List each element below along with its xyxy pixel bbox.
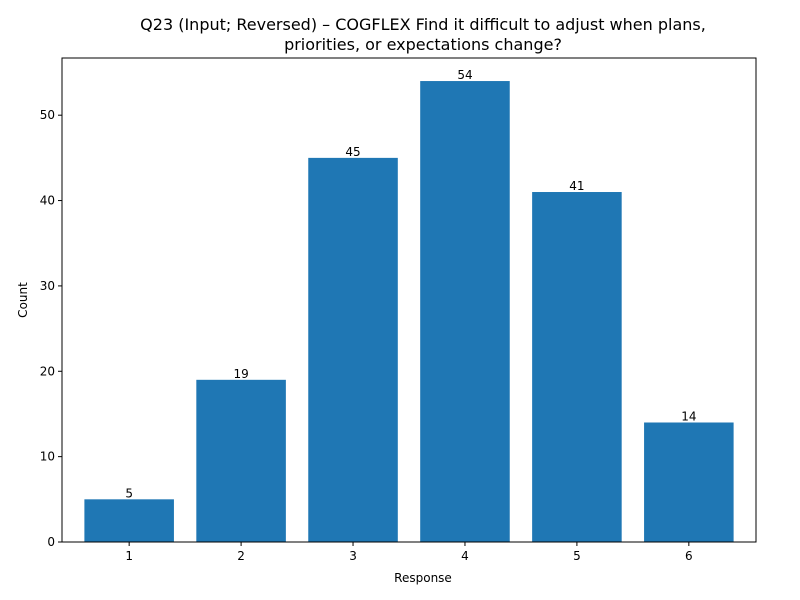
bar-4	[420, 81, 510, 543]
x-tick-label-3: 3	[349, 549, 357, 563]
x-tick-label-2: 2	[237, 549, 245, 563]
plot-frame	[61, 57, 757, 543]
y-tick-label-0: 0	[47, 535, 55, 549]
bar-1	[84, 499, 174, 542]
data-label-6: 14	[681, 409, 696, 423]
data-labels-group: 5 19 45 54 41 14	[125, 68, 696, 500]
data-label-2: 19	[233, 367, 248, 381]
x-tick-label-4: 4	[461, 549, 469, 563]
x-tick-label-1: 1	[125, 549, 133, 563]
bar-6	[644, 422, 734, 542]
y-tick-label-10: 10	[40, 450, 55, 464]
data-label-4: 54	[457, 68, 472, 82]
y-axis-ticks: 0 10 20 30 40 50	[40, 108, 62, 549]
chart-title-line-1: Q23 (Input; Reversed) – COGFLEX Find it …	[140, 15, 706, 34]
data-label-5: 41	[569, 179, 584, 193]
data-label-3: 45	[345, 145, 360, 159]
y-tick-label-50: 50	[40, 108, 55, 122]
bar-2	[196, 379, 286, 542]
chart-title-line-2: priorities, or expectations change?	[284, 35, 562, 54]
x-tick-label-5: 5	[573, 549, 581, 563]
bar-3	[308, 157, 398, 542]
bars-group	[84, 81, 734, 543]
y-tick-label-40: 40	[40, 194, 55, 208]
y-axis-label: Count	[16, 282, 30, 318]
y-tick-label-20: 20	[40, 364, 55, 378]
x-tick-label-6: 6	[685, 549, 693, 563]
y-tick-label-30: 30	[40, 279, 55, 293]
x-axis-ticks: 1 2 3 4 5 6	[125, 542, 693, 563]
bar-5	[532, 192, 622, 542]
x-axis-label: Response	[394, 571, 452, 585]
data-label-1: 5	[125, 486, 133, 500]
